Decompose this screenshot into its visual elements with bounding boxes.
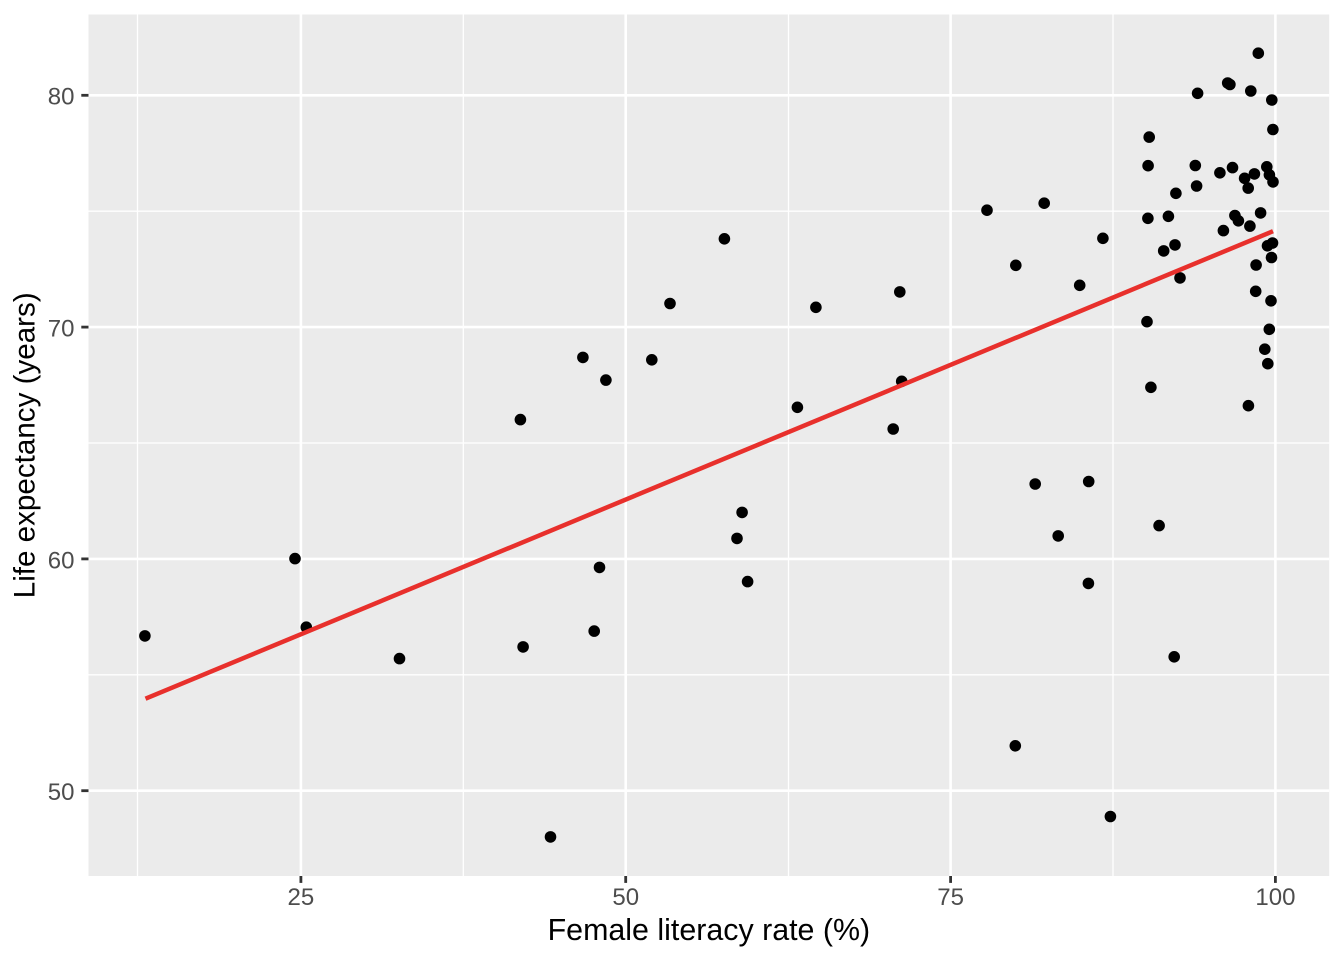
svg-text:60: 60 bbox=[48, 547, 75, 574]
svg-text:50: 50 bbox=[612, 884, 639, 911]
svg-text:100: 100 bbox=[1255, 884, 1295, 911]
svg-text:50: 50 bbox=[48, 779, 75, 806]
svg-text:Life expectancy (years): Life expectancy (years) bbox=[9, 292, 42, 598]
svg-text:80: 80 bbox=[48, 84, 75, 111]
svg-text:25: 25 bbox=[288, 884, 315, 911]
svg-text:Female literacy rate (%): Female literacy rate (%) bbox=[548, 913, 871, 947]
svg-text:70: 70 bbox=[48, 316, 75, 343]
svg-text:75: 75 bbox=[937, 884, 964, 911]
